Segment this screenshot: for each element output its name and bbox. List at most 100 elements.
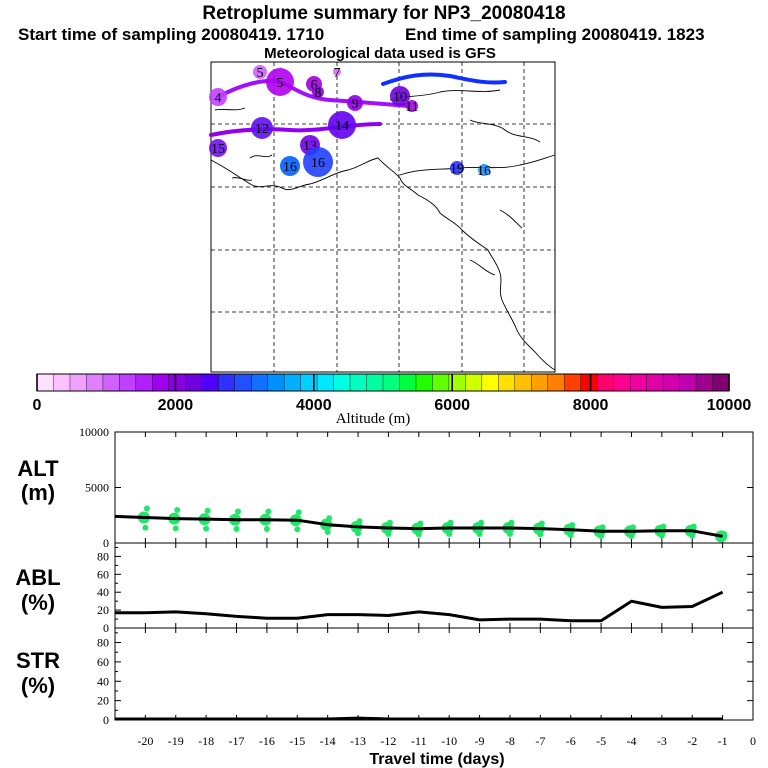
x-tick-label: -6 — [566, 734, 576, 748]
colorbar-tick-label: 2000 — [158, 397, 194, 414]
altitude-dot — [660, 523, 667, 530]
altitude-dot — [476, 531, 483, 538]
map-marker-label: 11 — [405, 100, 418, 115]
abl-y-tick-label: 80 — [97, 549, 109, 563]
map-marker-label: 5 — [257, 66, 264, 81]
x-tick-label: -2 — [687, 734, 697, 748]
map-marker — [406, 100, 418, 112]
map-marker — [312, 86, 324, 98]
altitude-dot — [538, 520, 545, 527]
colorbar-swatch — [53, 373, 71, 392]
x-tick-label: -17 — [229, 734, 245, 748]
x-tick-label: -10 — [441, 734, 457, 748]
start-time-label: Start time of sampling 20080419. 1710 — [18, 25, 325, 44]
altitude-dot — [569, 522, 576, 529]
x-tick-label: -20 — [137, 734, 153, 748]
colorbar-swatch — [662, 373, 681, 392]
colorbar-swatch — [695, 373, 714, 392]
altitude-dot — [233, 526, 240, 533]
colorbar-swatch — [564, 373, 582, 392]
altitude-dot — [567, 532, 574, 539]
x-tick-label: -9 — [475, 734, 485, 748]
colorbar-swatch — [316, 373, 335, 392]
colorbar-title: Altitude (m) — [336, 411, 411, 427]
map-frame — [210, 61, 556, 373]
map-marker-label: 14 — [335, 119, 349, 134]
abl-y-tick-label: 20 — [97, 603, 109, 617]
altitude-dot — [174, 507, 181, 514]
alt-panel: 0 5000 10000 — [79, 425, 754, 550]
map-marker — [280, 156, 300, 176]
colorbar-swatch — [580, 373, 598, 392]
map-marker-label: 16 — [477, 164, 491, 179]
map-marker-label: 6 — [311, 78, 318, 93]
x-tick-label: -5 — [596, 734, 606, 748]
altitude-dot — [203, 525, 210, 532]
colorbar-swatch — [69, 373, 88, 392]
alt-series-line — [114, 514, 723, 538]
altitude-dot — [628, 533, 635, 540]
alt-panel-label: ALT — [17, 456, 59, 481]
colorbar-swatch — [300, 373, 318, 392]
colorbar-swatch — [185, 373, 203, 392]
map-marker — [251, 117, 273, 139]
str-panel: 0 20 40 60 80 — [97, 627, 754, 727]
colorbar-tick-label: 4000 — [296, 397, 332, 414]
x-tick-label: -13 — [350, 734, 366, 748]
map-marker — [478, 164, 490, 176]
x-tick-label: -8 — [505, 734, 515, 748]
x-tick-label: -16 — [259, 734, 275, 748]
map-marker — [266, 68, 294, 96]
map-marker — [390, 86, 410, 106]
abl-y-tick-label: 40 — [97, 585, 109, 599]
x-tick-label: -7 — [535, 734, 545, 748]
colorbar-swatch — [218, 373, 236, 392]
map-marker — [333, 68, 341, 76]
map-marker-label: 16 — [283, 160, 297, 175]
map-marker — [347, 95, 363, 111]
altitude-dot — [263, 526, 270, 533]
map-marker-label: 5 — [277, 76, 284, 91]
altitude-dot — [326, 515, 333, 522]
x-tick-label: -14 — [320, 734, 336, 748]
colorbar-swatch — [514, 373, 532, 392]
map-marker-label: 16 — [311, 156, 325, 171]
colorbar-swatch — [531, 373, 549, 392]
x-tick-label: -3 — [657, 734, 667, 748]
str-panel-label: STR — [16, 648, 60, 673]
map-marker-label: 12 — [255, 122, 269, 137]
str-y-tick-label: 80 — [97, 636, 109, 650]
colorbar-tick-label: 10000 — [707, 397, 752, 414]
met-data-label: Meteorological data used is GFS — [264, 45, 496, 62]
colorbar-swatch — [234, 373, 252, 392]
colorbar-swatch — [168, 373, 186, 392]
colorbar-swatch — [646, 373, 664, 392]
colorbar-swatch — [102, 373, 120, 392]
colorbar-swatch — [547, 373, 565, 392]
altitude-dot — [508, 519, 515, 526]
colorbar-swatch — [629, 373, 648, 392]
abl-series-line — [115, 590, 724, 623]
colorbar-swatch — [36, 373, 55, 392]
map-marker — [303, 147, 333, 177]
x-tick-label: -15 — [289, 734, 305, 748]
str-series-line — [115, 716, 723, 721]
map-marker-label: 15 — [211, 142, 225, 157]
map-marker — [209, 139, 227, 157]
x-tick-label: -12 — [380, 734, 396, 748]
colorbar-swatch — [267, 373, 285, 392]
alt-y-tick-label: 10000 — [79, 425, 109, 439]
str-y-tick-label: 40 — [97, 674, 109, 688]
altitude-dot — [386, 519, 393, 526]
x-tick-label: -18 — [198, 734, 214, 748]
colorbar-swatch — [481, 373, 499, 392]
x-tick-labels: -20 -19 -18 -17 -16 -15 -14 -13 -12 -11 -10 -9 -8 -7-… — [137, 734, 756, 748]
colorbar-tick-label: 8000 — [573, 397, 609, 414]
colorbar-swatch — [596, 373, 615, 392]
map-marker-label: 9 — [352, 97, 359, 112]
x-tick-label: -19 — [168, 734, 184, 748]
colorbar-swatch — [415, 373, 434, 392]
altitude-dot — [385, 531, 392, 538]
